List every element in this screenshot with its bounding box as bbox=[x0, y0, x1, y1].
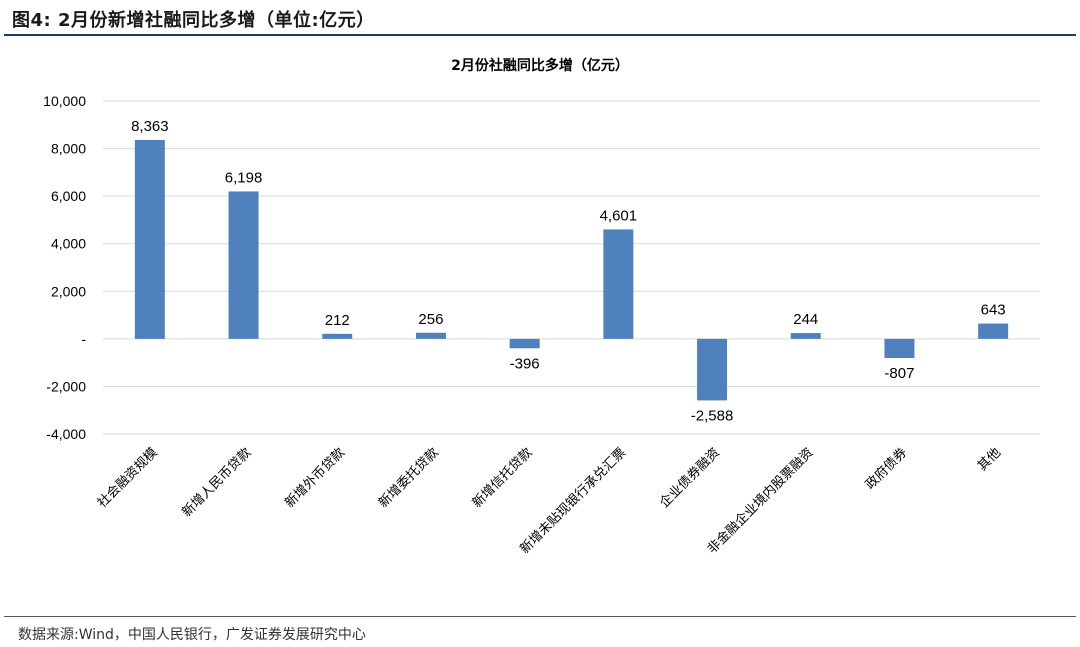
bar bbox=[884, 338, 915, 359]
bar-chart: 2月份社融同比多增（亿元） 10,000 8,000 6,000 4,000 2,000… bbox=[43, 57, 1040, 557]
x-tick-label: 新增委托贷款 bbox=[375, 445, 441, 511]
bar bbox=[322, 333, 353, 339]
bar bbox=[790, 333, 821, 339]
gridlines bbox=[103, 100, 1040, 435]
y-tick-label: 2,000 bbox=[51, 283, 86, 299]
title-divider bbox=[4, 34, 1076, 36]
data-label: 4,601 bbox=[600, 207, 638, 224]
x-tick-label: 新增信托贷款 bbox=[469, 445, 535, 511]
y-axis-ticks: 10,000 8,000 6,000 4,000 2,000 - -2,000 -4,000 bbox=[43, 93, 86, 442]
x-tick-label: 企业债券融资 bbox=[656, 445, 722, 511]
x-tick-label: 政府债券 bbox=[862, 445, 910, 493]
chart-title: 2月份社融同比多增（亿元） bbox=[451, 57, 629, 74]
bar bbox=[415, 332, 446, 339]
y-tick-label: -4,000 bbox=[46, 426, 86, 442]
y-tick-label: 10,000 bbox=[43, 93, 86, 109]
data-label: 8,363 bbox=[131, 118, 169, 135]
figure-title: 图4: 2月份新增社融同比多增（单位:亿元） bbox=[12, 10, 375, 31]
x-tick-label: 新增人民币贷款 bbox=[179, 445, 255, 521]
x-tick-label: 新增未贴现银行承兑汇票 bbox=[517, 445, 629, 557]
x-tick-label: 社会融资规模 bbox=[94, 445, 160, 511]
x-axis-ticks: 社会融资规模 新增人民币贷款 新增外币贷款 新增委托贷款 新增信托贷款新增未贴现银行承兑… bbox=[94, 445, 1004, 557]
bar bbox=[978, 323, 1009, 339]
bar bbox=[228, 191, 259, 339]
bars bbox=[134, 139, 1009, 401]
x-tick-label: 非金融企业境内股票融资 bbox=[704, 445, 816, 557]
y-tick-label: - bbox=[81, 331, 86, 347]
source-divider bbox=[4, 616, 1076, 617]
bar bbox=[509, 338, 540, 349]
data-labels: 8,363 6,198 212 256 -396 4,601 -2,588 244 -807 64… bbox=[131, 118, 1006, 424]
data-label: 212 bbox=[325, 312, 350, 329]
data-label: -807 bbox=[884, 365, 914, 382]
bar bbox=[603, 229, 634, 339]
source-note: 数据来源:Wind，中国人民银行，广发证券发展研究中心 bbox=[18, 627, 366, 643]
y-tick-label: 8,000 bbox=[51, 141, 86, 157]
y-tick-label: -2,000 bbox=[46, 378, 86, 394]
data-label: 244 bbox=[793, 311, 818, 328]
y-tick-label: 4,000 bbox=[51, 236, 86, 252]
x-tick-label: 其他 bbox=[975, 445, 1004, 474]
y-tick-label: 6,000 bbox=[51, 188, 86, 204]
x-tick-label: 新增外币贷款 bbox=[282, 445, 348, 511]
bar bbox=[134, 139, 165, 339]
data-label: -396 bbox=[510, 355, 540, 372]
data-label: -2,588 bbox=[691, 407, 734, 424]
data-label: 256 bbox=[418, 311, 443, 328]
data-label: 643 bbox=[981, 302, 1006, 319]
data-label: 6,198 bbox=[225, 169, 263, 186]
bar bbox=[697, 338, 728, 401]
